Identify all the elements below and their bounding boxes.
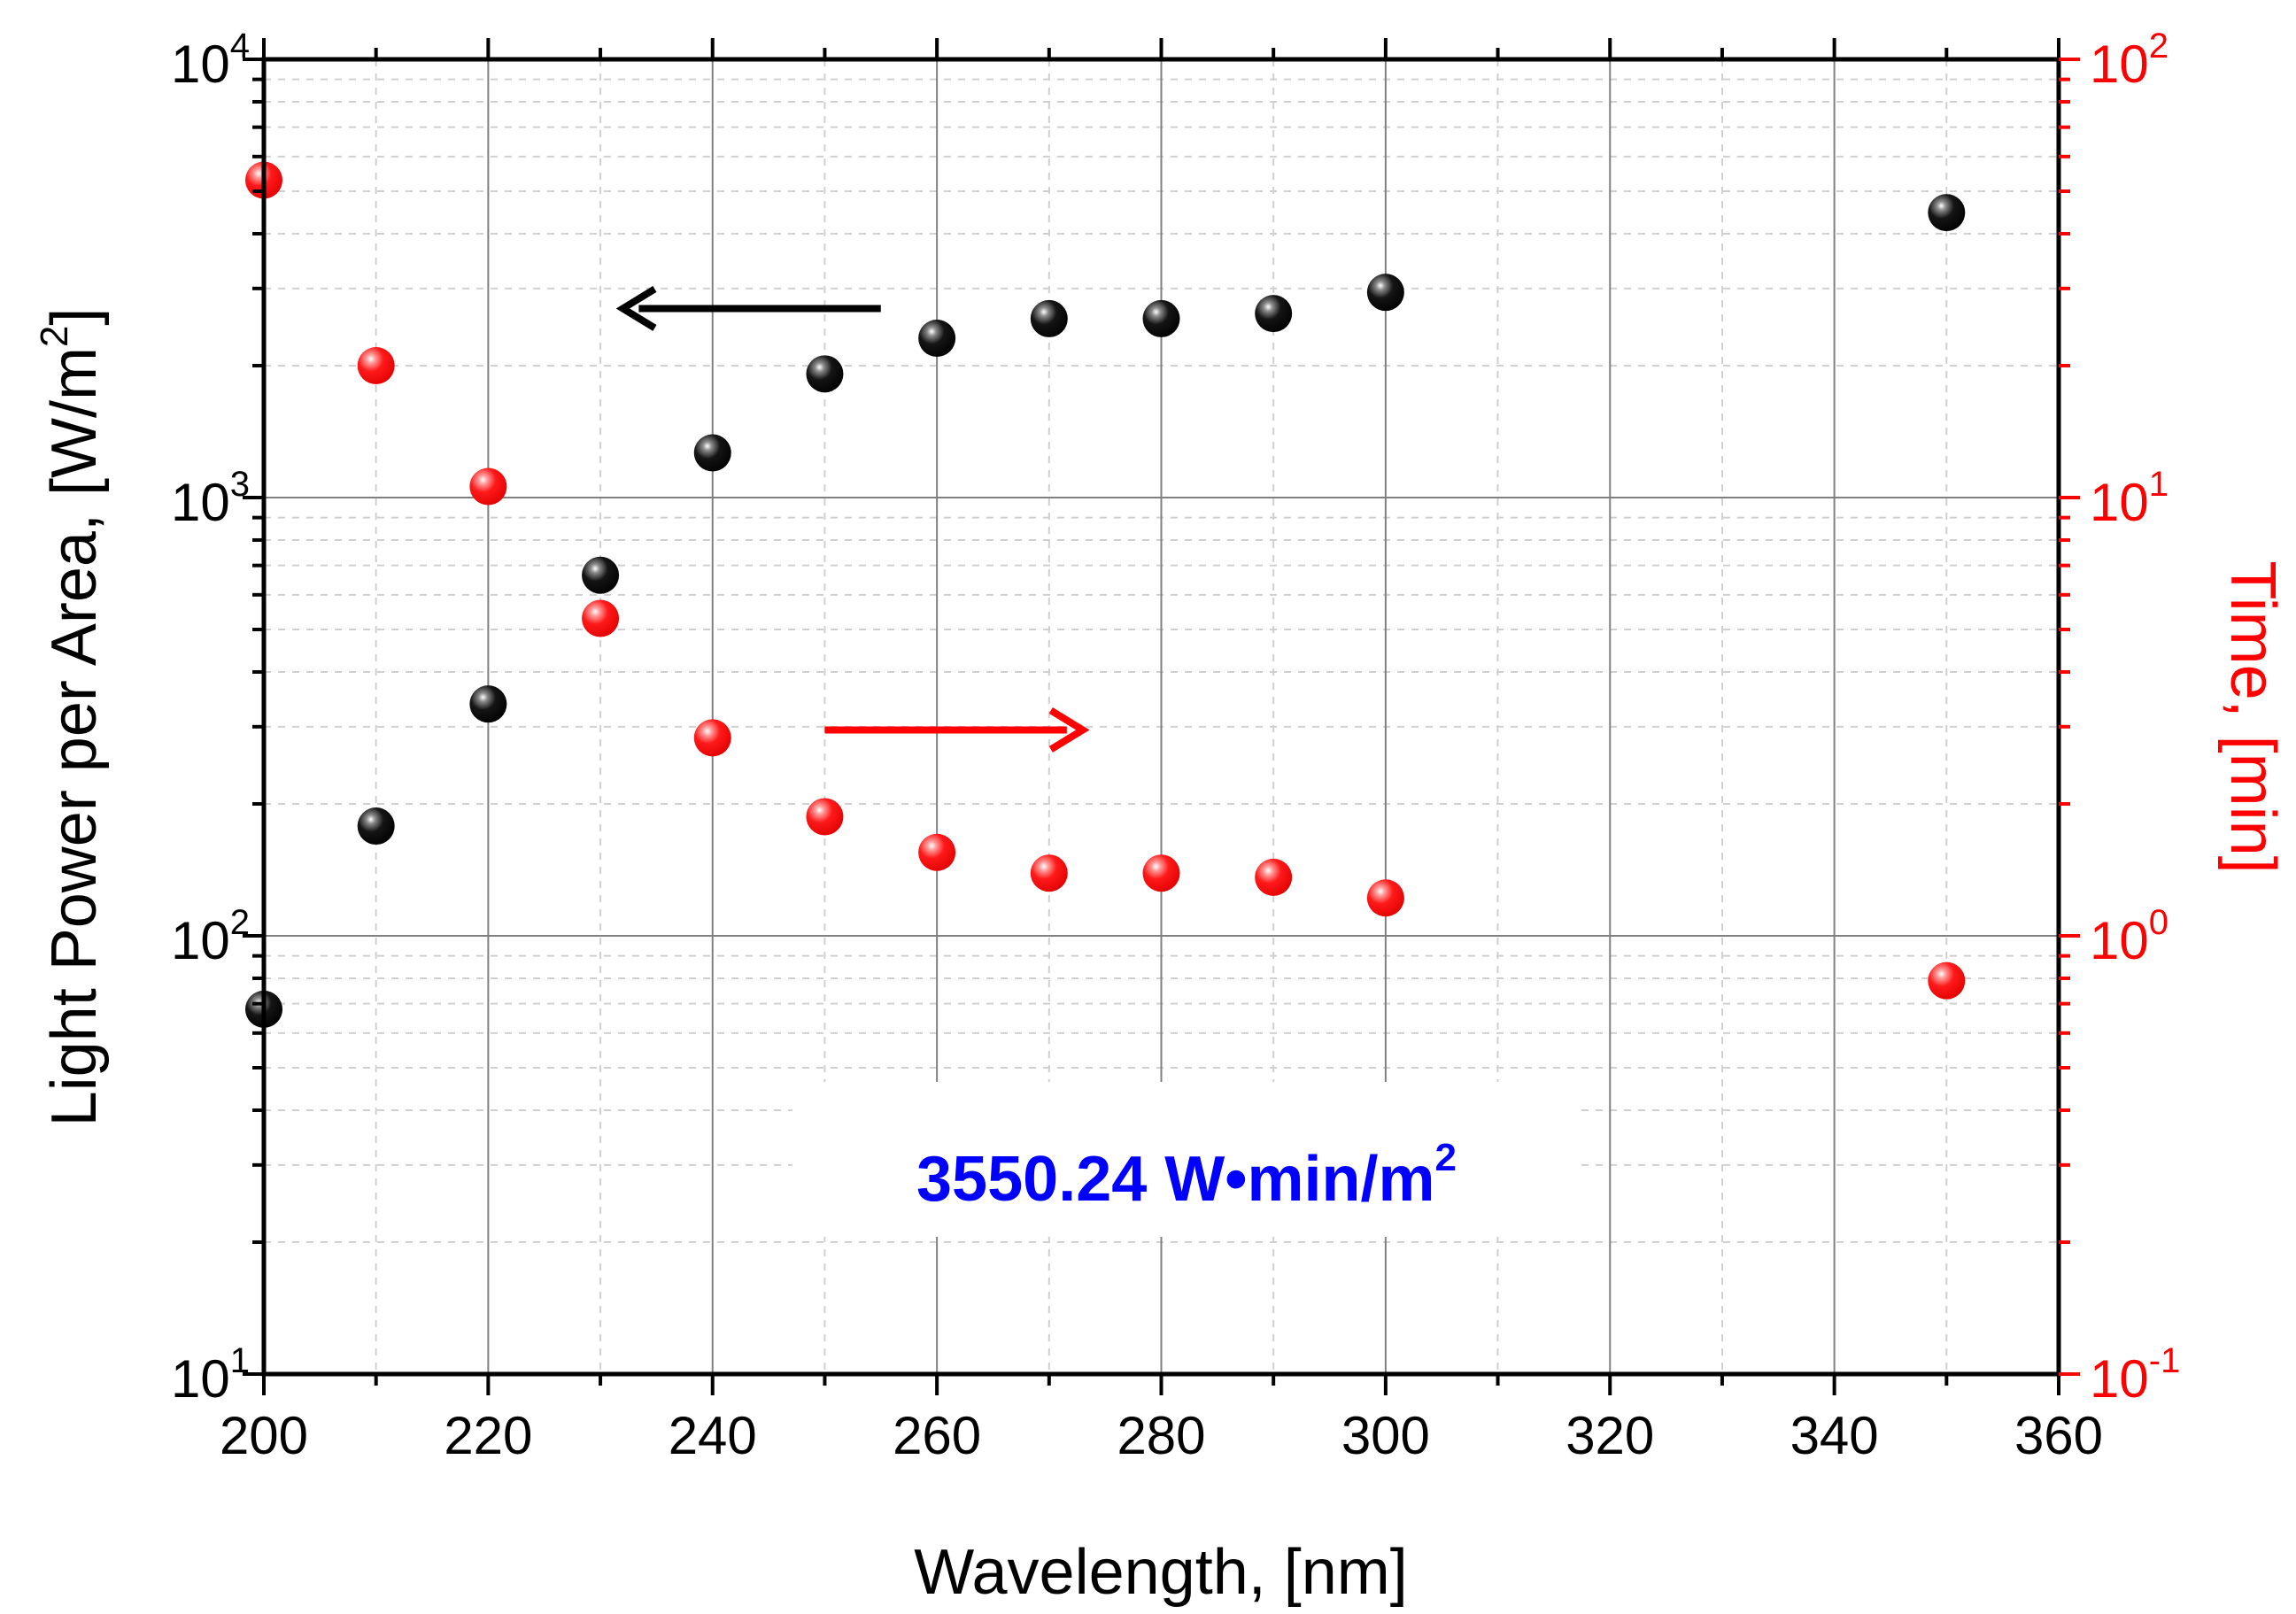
right-y-axis-title: Time, [min] bbox=[2217, 560, 2288, 873]
time-point bbox=[693, 719, 731, 757]
major-grid bbox=[264, 59, 2059, 1374]
x-tick-label: 340 bbox=[1790, 1406, 1879, 1465]
power-point bbox=[469, 685, 507, 723]
right-y-tick-label: 10-1 bbox=[2090, 1341, 2180, 1409]
power-point bbox=[1255, 295, 1293, 333]
power-point bbox=[693, 434, 731, 472]
power-point bbox=[582, 556, 620, 594]
time-point bbox=[1366, 879, 1404, 917]
power-point bbox=[357, 807, 395, 846]
power-point bbox=[918, 320, 956, 358]
power-point bbox=[1142, 299, 1180, 337]
power-point bbox=[806, 355, 844, 393]
time-point bbox=[582, 599, 620, 637]
left-y-axis-title: Light Power per Area, [W/m2] bbox=[33, 308, 110, 1127]
time-point bbox=[1030, 854, 1068, 892]
annotation-text: 3550.24 W•min/m2 bbox=[916, 1136, 1457, 1215]
x-tick-label: 260 bbox=[893, 1406, 981, 1465]
x-tick-label: 240 bbox=[669, 1406, 757, 1465]
time-point bbox=[918, 833, 956, 871]
x-tick-label: 220 bbox=[444, 1406, 532, 1465]
left-y-tick-labels: 101 102 103 104 bbox=[171, 27, 250, 1409]
right-y-tick-label: 101 bbox=[2090, 465, 2168, 532]
right-y-tick-labels: 10-1 100 101 102 bbox=[2090, 27, 2180, 1409]
arrows bbox=[615, 286, 1090, 753]
power-point bbox=[1366, 274, 1404, 312]
arrow-head bbox=[615, 286, 657, 331]
left-y-tick-label: 103 bbox=[171, 465, 250, 532]
left-y-tick-label: 101 bbox=[171, 1341, 250, 1409]
power-point bbox=[1928, 194, 1966, 232]
x-tick-labels: 200 220 240 260 280 300 320 340 360 bbox=[220, 1406, 2103, 1465]
time-point bbox=[1142, 854, 1180, 892]
right-y-tick-label: 100 bbox=[2090, 903, 2168, 970]
left-y-tick-label: 102 bbox=[171, 903, 250, 970]
x-tick-label: 300 bbox=[1341, 1406, 1430, 1465]
x-tick-label: 360 bbox=[2014, 1406, 2103, 1465]
arrow-head bbox=[1048, 707, 1090, 753]
right-y-tick-label: 102 bbox=[2090, 27, 2168, 94]
left-y-tick-label: 104 bbox=[171, 27, 250, 94]
x-tick-label: 320 bbox=[1565, 1406, 1654, 1465]
annotation-box: 3550.24 W•min/m2 bbox=[792, 1082, 1581, 1237]
power-point bbox=[1030, 299, 1068, 337]
x-tick-label: 280 bbox=[1117, 1406, 1205, 1465]
time-point bbox=[469, 467, 507, 506]
time-point bbox=[1255, 858, 1293, 896]
x-tick-label: 200 bbox=[220, 1406, 308, 1465]
axis-ticks bbox=[243, 38, 2080, 1395]
time-point bbox=[1928, 961, 1966, 1000]
x-axis-title: Wavelength, [nm] bbox=[914, 1537, 1408, 1608]
time-point bbox=[357, 346, 395, 384]
data-points bbox=[245, 161, 1966, 1028]
annotation-background bbox=[792, 1082, 1581, 1237]
time-point bbox=[806, 798, 844, 836]
